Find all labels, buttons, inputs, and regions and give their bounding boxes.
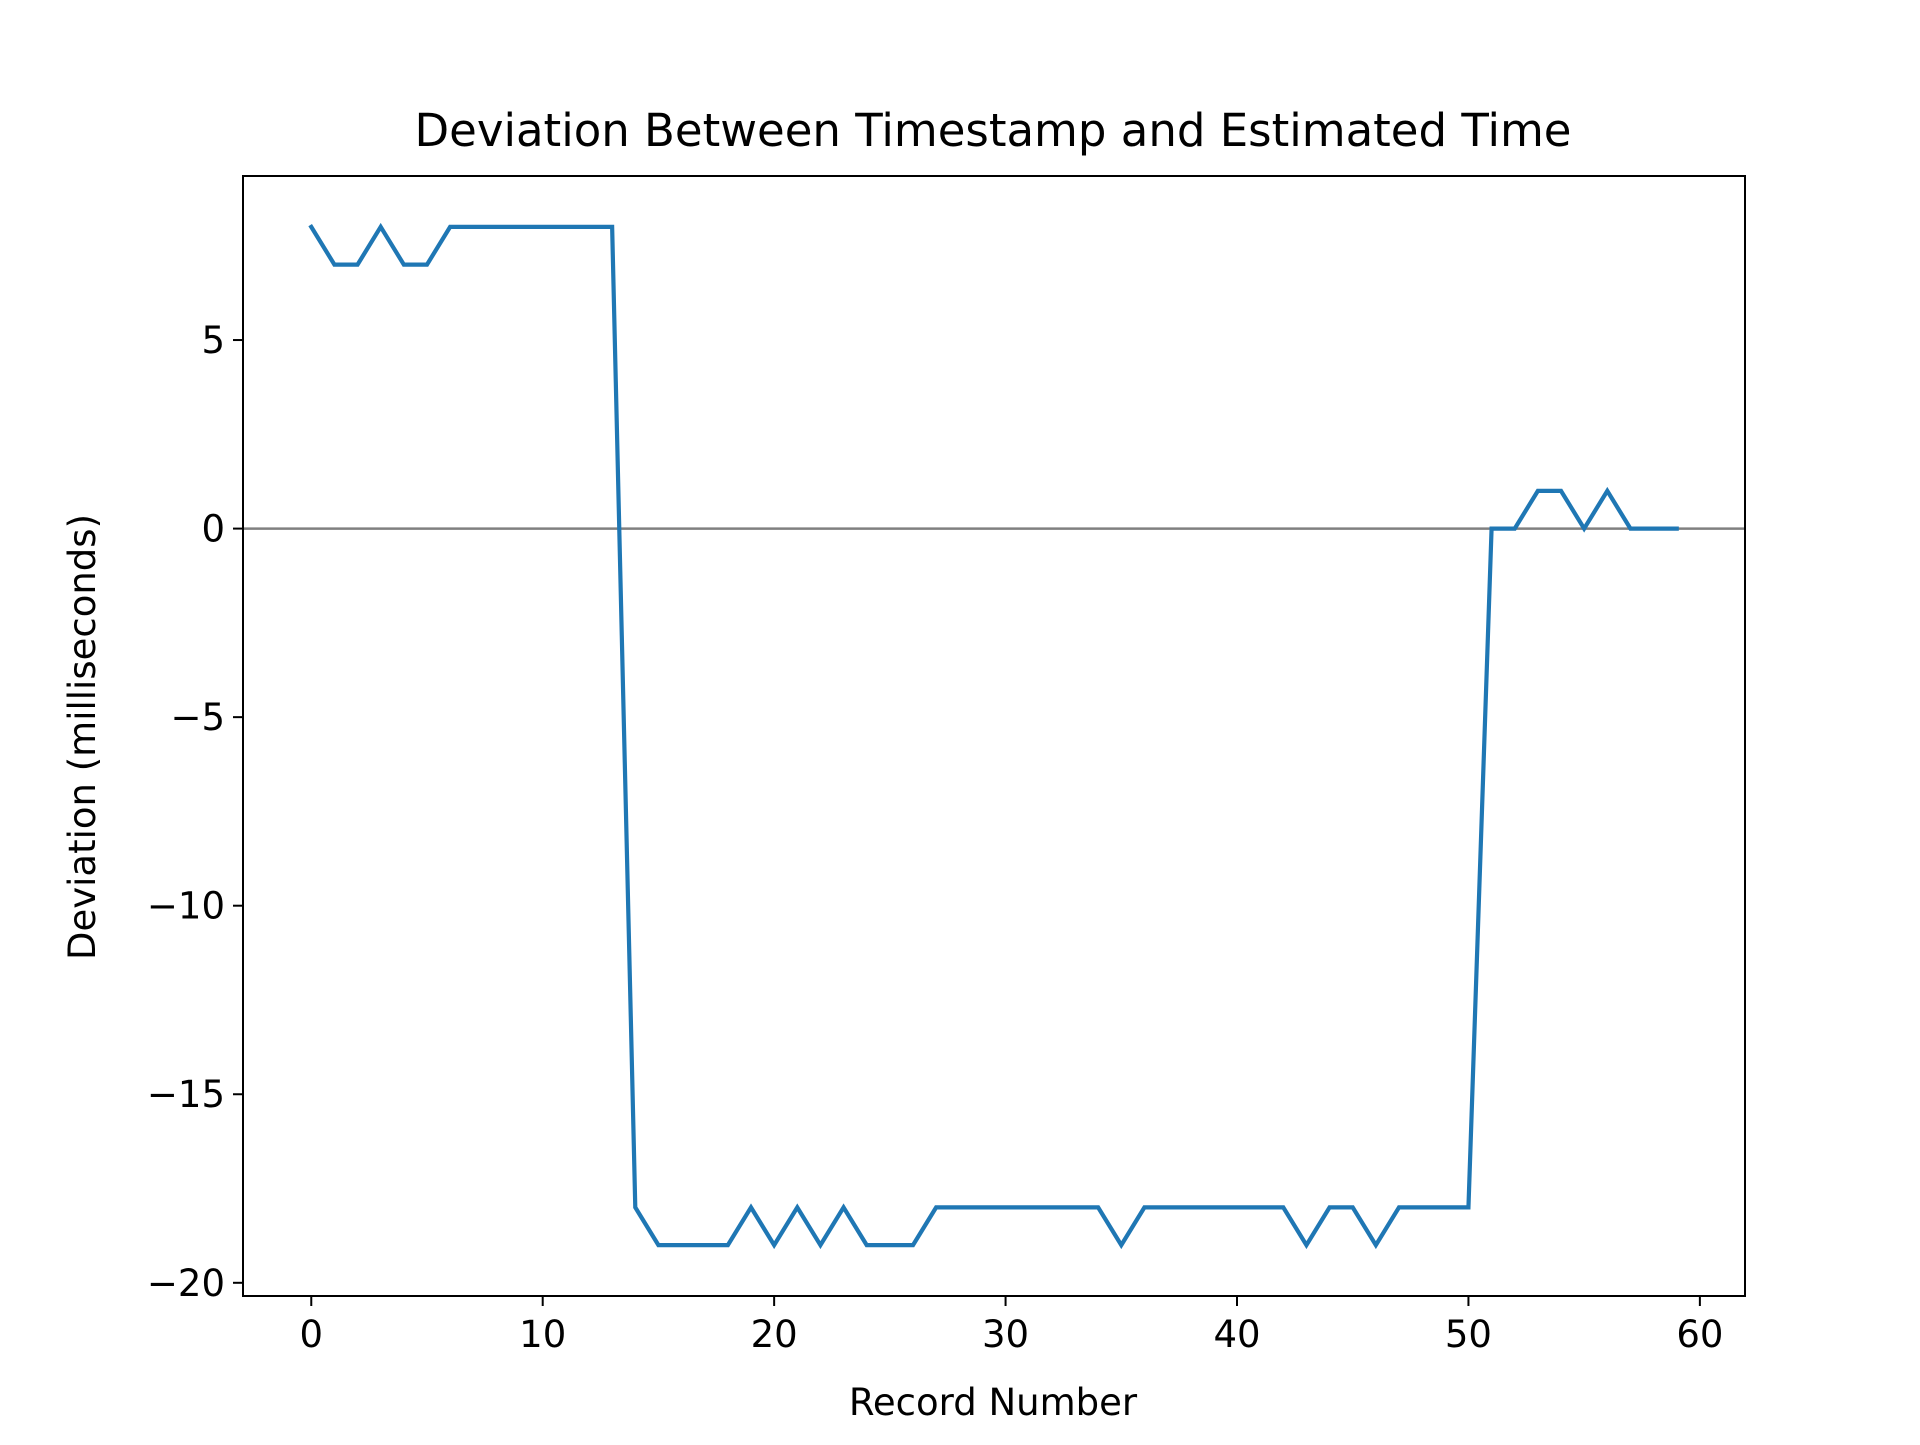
y-tick-label: 0	[201, 508, 225, 551]
y-axis-ticks: −20 −15 −10 −5 0 5	[147, 319, 243, 1305]
series-layer	[308, 222, 1679, 1250]
x-axis-label: Record Number	[849, 1381, 1138, 1424]
y-axis-label: Deviation (milliseconds)	[61, 514, 104, 960]
y-tick-label: −5	[170, 696, 225, 739]
y-tick-label: −20	[147, 1262, 225, 1305]
x-tick-label: 60	[1676, 1313, 1723, 1356]
series-line	[308, 222, 1679, 1250]
y-tick-label: 5	[201, 319, 225, 362]
x-tick-label: 40	[1213, 1313, 1260, 1356]
x-tick-label: 0	[299, 1313, 323, 1356]
y-tick-label: −15	[147, 1073, 225, 1116]
x-tick-label: 10	[519, 1313, 566, 1356]
x-tick-label: 30	[982, 1313, 1029, 1356]
chart-title: Deviation Between Timestamp and Estimate…	[415, 104, 1572, 157]
x-tick-label: 50	[1445, 1313, 1492, 1356]
x-tick-label: 20	[751, 1313, 798, 1356]
y-tick-label: −10	[147, 885, 225, 928]
plot-frame	[242, 175, 1746, 1297]
x-axis-ticks: 0 10 20 30 40 50 60	[299, 1296, 1723, 1356]
